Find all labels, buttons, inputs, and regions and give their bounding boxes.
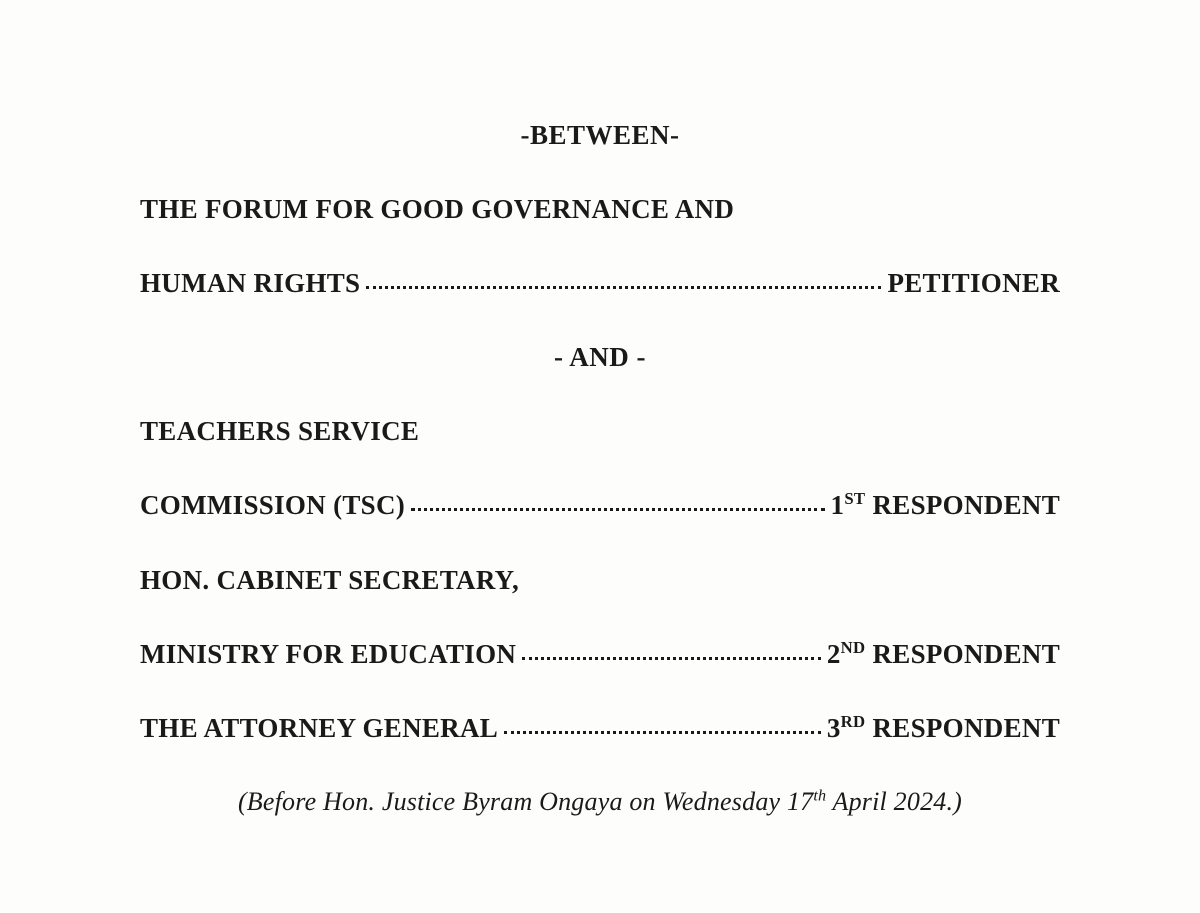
respondent-3-line: THE ATTORNEY GENERAL 3RD RESPONDENT xyxy=(140,712,1060,744)
petitioner-name-part-2: HUMAN RIGHTS xyxy=(140,267,360,299)
legal-case-header-page: -BETWEEN- THE FORUM FOR GOOD GOVERNANCE … xyxy=(0,0,1200,857)
role-word: RESPONDENT xyxy=(872,639,1060,669)
ordinal-suffix: RD xyxy=(841,712,866,731)
ordinal-number: 3 xyxy=(827,713,841,743)
respondent-3-role: 3RD RESPONDENT xyxy=(827,712,1060,744)
respondent-2-line-2: MINISTRY FOR EDUCATION 2ND RESPONDENT xyxy=(140,638,1060,670)
respondent-2-name-part-1: HON. CABINET SECRETARY, xyxy=(140,564,519,596)
respondent-3-name: THE ATTORNEY GENERAL xyxy=(140,712,498,744)
respondent-2-block: HON. CABINET SECRETARY, MINISTRY FOR EDU… xyxy=(140,564,1060,671)
side-timestamp-mark: sh. 0:00 xyxy=(0,853,2,903)
respondent-1-line-1: TEACHERS SERVICE xyxy=(140,415,1060,447)
respondent-2-line-1: HON. CABINET SECRETARY, xyxy=(140,564,1060,596)
petitioner-block: THE FORUM FOR GOOD GOVERNANCE AND HUMAN … xyxy=(140,193,1060,300)
ordinal-suffix: ST xyxy=(844,489,865,508)
footer-prefix: (Before Hon. Justice Byram Ongaya on Wed… xyxy=(238,787,813,816)
footer-suffix: April 2024.) xyxy=(826,787,962,816)
petitioner-line-1: THE FORUM FOR GOOD GOVERNANCE AND xyxy=(140,193,1060,225)
respondent-2-role: 2ND RESPONDENT xyxy=(827,638,1060,670)
ordinal-number: 1 xyxy=(831,490,845,520)
hearing-footer: (Before Hon. Justice Byram Ongaya on Wed… xyxy=(140,787,1060,817)
heading-between: -BETWEEN- xyxy=(140,120,1060,151)
dot-leader xyxy=(522,657,821,660)
footer-day-suffix: th xyxy=(813,787,826,804)
ordinal-suffix: ND xyxy=(841,638,866,657)
petitioner-name-part-1: THE FORUM FOR GOOD GOVERNANCE AND xyxy=(140,193,734,225)
role-word: RESPONDENT xyxy=(872,713,1060,743)
role-word: RESPONDENT xyxy=(872,490,1060,520)
dot-leader xyxy=(504,731,821,734)
dot-leader xyxy=(411,508,824,511)
respondent-1-name-part-2: COMMISSION (TSC) xyxy=(140,489,405,521)
dot-leader xyxy=(366,286,881,289)
heading-and: - AND - xyxy=(140,342,1060,373)
respondent-1-role: 1ST RESPONDENT xyxy=(831,489,1060,521)
petitioner-role: PETITIONER xyxy=(887,267,1060,299)
respondent-1-name-part-1: TEACHERS SERVICE xyxy=(140,415,419,447)
ordinal-number: 2 xyxy=(827,639,841,669)
respondent-2-name-part-2: MINISTRY FOR EDUCATION xyxy=(140,638,516,670)
respondent-1-block: TEACHERS SERVICE COMMISSION (TSC) 1ST RE… xyxy=(140,415,1060,522)
respondent-1-line-2: COMMISSION (TSC) 1ST RESPONDENT xyxy=(140,489,1060,521)
petitioner-line-2: HUMAN RIGHTS PETITIONER xyxy=(140,267,1060,299)
respondent-3-block: THE ATTORNEY GENERAL 3RD RESPONDENT xyxy=(140,712,1060,744)
